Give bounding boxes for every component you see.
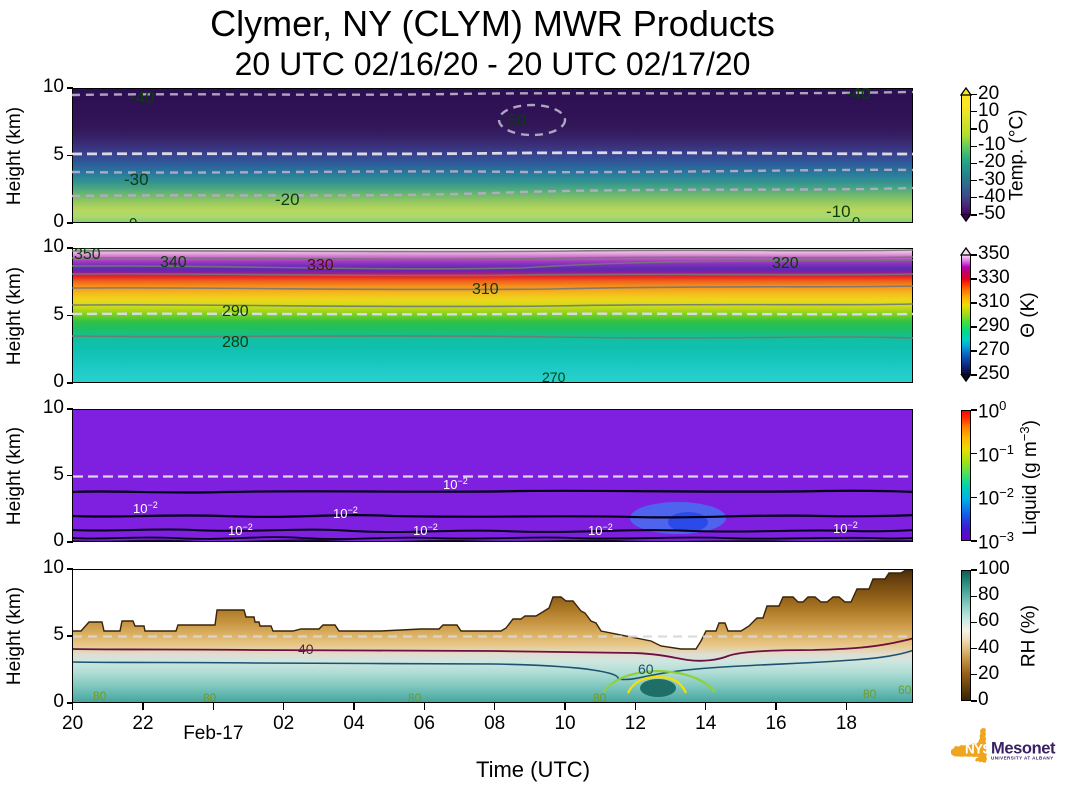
svg-text:60: 60 bbox=[898, 683, 912, 697]
svg-text:10−2: 10−2 bbox=[833, 520, 858, 536]
svg-text:40: 40 bbox=[298, 641, 314, 657]
svg-text:10−2: 10−2 bbox=[228, 522, 253, 538]
svg-text:-40: -40 bbox=[130, 88, 155, 107]
svg-text:330: 330 bbox=[307, 257, 334, 274]
svg-text:-50: -50 bbox=[502, 111, 527, 130]
svg-text:10−2: 10−2 bbox=[333, 505, 358, 521]
svg-text:-40: -40 bbox=[846, 88, 871, 103]
svg-text:310: 310 bbox=[472, 281, 499, 298]
svg-text:350: 350 bbox=[74, 248, 101, 263]
svg-text:10−2: 10−2 bbox=[413, 522, 438, 538]
svg-text:60: 60 bbox=[638, 661, 654, 677]
svg-text:80: 80 bbox=[593, 691, 607, 703]
svg-text:290: 290 bbox=[222, 303, 249, 320]
svg-text:0: 0 bbox=[852, 214, 860, 223]
svg-text:80: 80 bbox=[93, 689, 107, 703]
svg-text:80: 80 bbox=[203, 691, 217, 703]
svg-text:80: 80 bbox=[408, 691, 422, 703]
svg-text:270: 270 bbox=[542, 369, 566, 383]
svg-text:-10: -10 bbox=[826, 202, 851, 221]
svg-text:320: 320 bbox=[772, 255, 799, 272]
svg-text:-20: -20 bbox=[275, 190, 300, 209]
svg-text:340: 340 bbox=[160, 254, 187, 271]
svg-text:10−2: 10−2 bbox=[588, 522, 613, 538]
svg-text:10−2: 10−2 bbox=[443, 476, 468, 492]
svg-text:NYS: NYS bbox=[965, 742, 991, 757]
svg-text:280: 280 bbox=[222, 334, 249, 351]
svg-text:-30: -30 bbox=[124, 170, 149, 189]
svg-text:0: 0 bbox=[129, 215, 137, 223]
svg-text:10−2: 10−2 bbox=[133, 500, 158, 516]
svg-text:80: 80 bbox=[863, 687, 877, 701]
